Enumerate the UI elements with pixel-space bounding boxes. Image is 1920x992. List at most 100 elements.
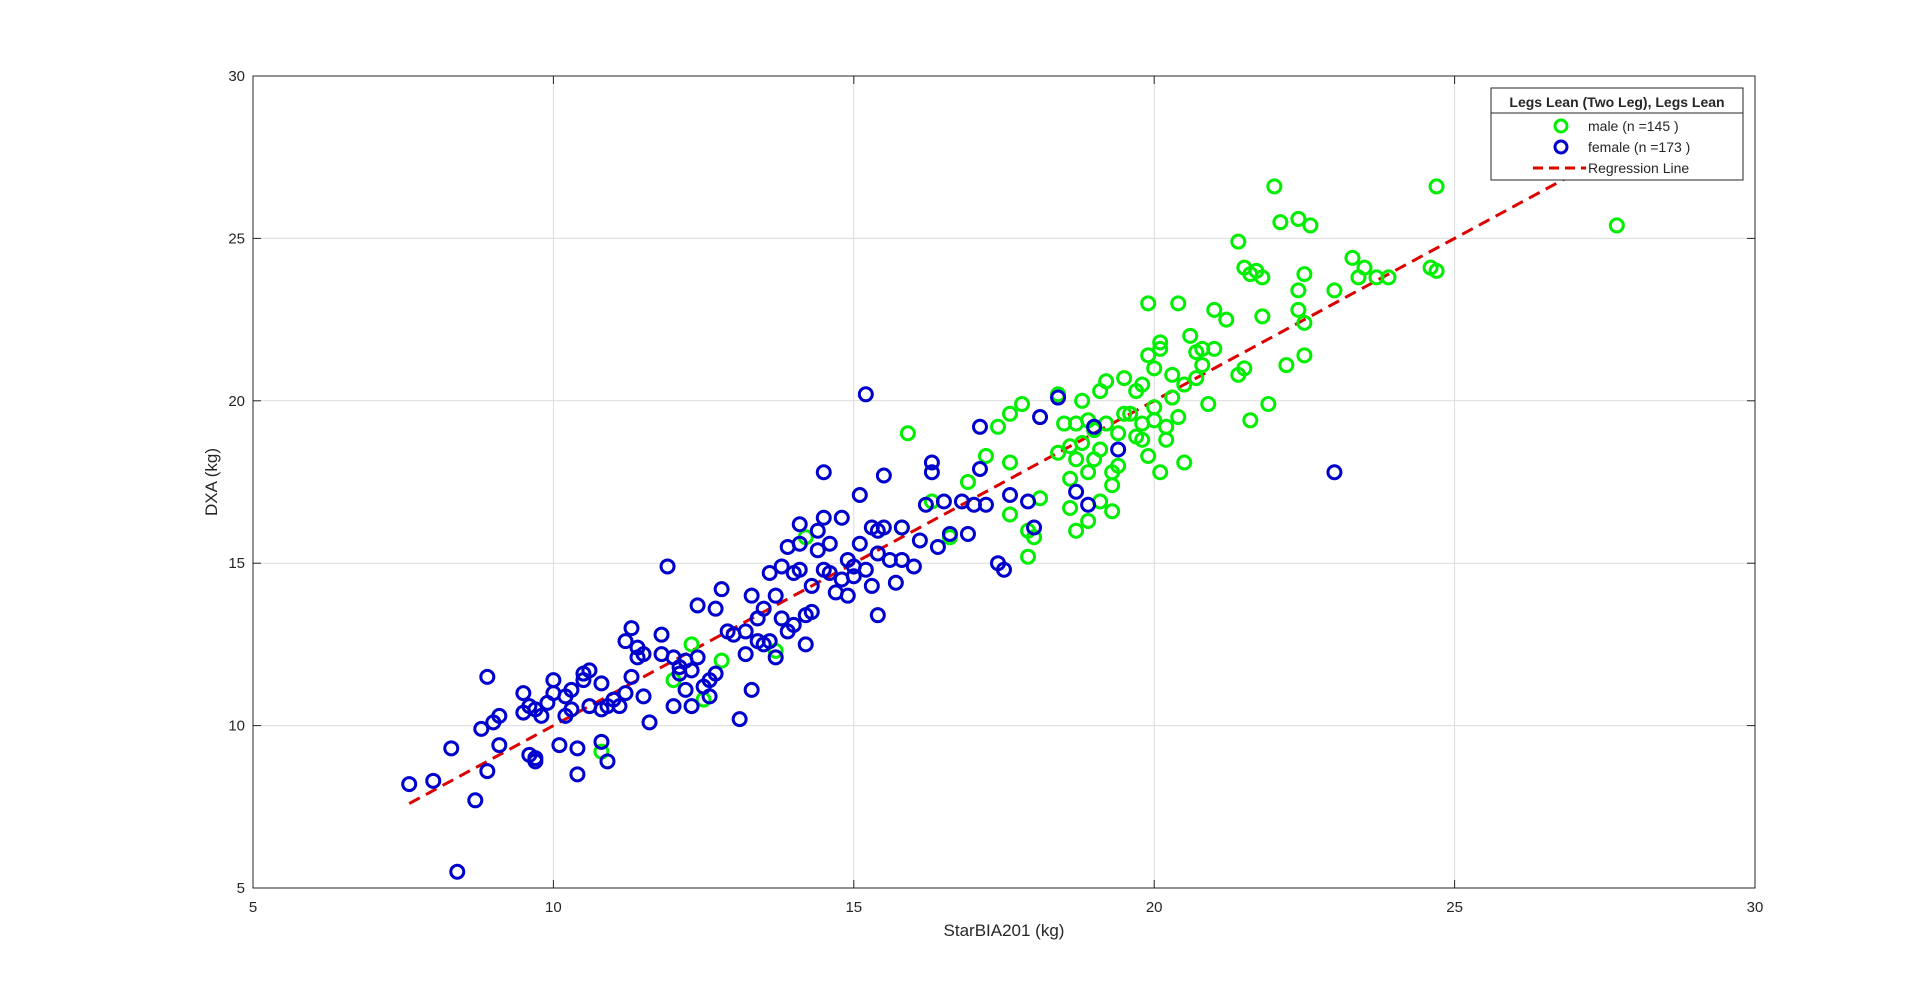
female-data-point (923, 454, 940, 471)
female-data-point (425, 772, 442, 789)
female-data-point (755, 600, 772, 617)
female-data-point (443, 740, 460, 757)
male-data-point (959, 474, 976, 490)
male-data-point (683, 636, 700, 653)
female-data-point (569, 766, 586, 783)
male-data-point (1074, 435, 1091, 452)
female-data-point (797, 636, 814, 653)
male-data-point (1188, 370, 1205, 387)
male-data-point (1278, 357, 1295, 374)
female-data-point (911, 532, 928, 549)
female-data-point (905, 558, 922, 575)
male-data-point (1158, 418, 1175, 435)
female-data-point (977, 496, 994, 513)
y-tick-label: 5 (237, 880, 245, 897)
female-data-point (935, 493, 952, 510)
y-tick-label: 30 (228, 68, 245, 85)
female-data-point (563, 701, 580, 718)
female-data-point (635, 688, 652, 705)
male-data-point (1020, 548, 1037, 565)
female-data-point (833, 509, 850, 526)
male-data-point (1218, 311, 1235, 328)
male-data-point (1092, 441, 1109, 458)
female-data-point (1050, 389, 1067, 406)
male-data-point (1152, 340, 1169, 357)
male-data-point (1170, 295, 1187, 312)
female-data-point (737, 623, 754, 640)
female-data-point (473, 720, 490, 737)
y-tick-label: 25 (228, 230, 245, 247)
female-data-point (689, 649, 706, 666)
regression-line-layer (408, 165, 1588, 805)
female-data-point (641, 714, 658, 731)
male-data-point (1110, 425, 1127, 442)
female-data-point (491, 707, 508, 724)
female-data-point (551, 737, 568, 754)
female-data-point (713, 581, 730, 598)
male-data-point (1266, 178, 1283, 195)
female-data-point (1002, 486, 1019, 503)
legend: Legs Lean (Two Leg), Legs Lean male (n =… (1490, 87, 1744, 181)
male-data-point (1176, 454, 1193, 471)
female-data-point (689, 597, 706, 614)
female-data-point (731, 711, 748, 728)
female-data-point (887, 574, 904, 591)
female-data-point (617, 633, 634, 650)
plot-area-frame (252, 75, 1756, 889)
female-data-point (611, 698, 628, 715)
female-data-point (875, 519, 892, 536)
male-data-point (1116, 405, 1133, 422)
male-data-point (1026, 529, 1043, 546)
male-data-point (1254, 308, 1271, 325)
female-data-point (1068, 483, 1085, 500)
female-data-point (923, 464, 940, 481)
female-data-point (635, 646, 652, 663)
female-data-point (821, 535, 838, 552)
male-data-point (1236, 360, 1253, 377)
male-data-point (1104, 477, 1121, 494)
male-data-point (1158, 431, 1175, 448)
female-data-point (785, 616, 802, 633)
male-data-point (1272, 214, 1289, 231)
male-data-point (1200, 396, 1217, 413)
female-data-point (1086, 418, 1103, 435)
male-data-point (1302, 217, 1319, 234)
female-data-point (653, 626, 670, 643)
x-tick-label: 10 (545, 899, 562, 916)
male-data-point (1176, 376, 1193, 393)
female-data-point (845, 568, 862, 585)
legend-female-marker (1553, 139, 1569, 155)
male-data-point (1164, 389, 1181, 406)
legend-female-label: female (n =173 ) (1588, 139, 1690, 155)
male-data-point (1104, 503, 1121, 520)
female-data-point (677, 681, 694, 698)
female-data-point (683, 662, 700, 679)
male-data-point (1110, 457, 1127, 474)
male-data-point (1428, 262, 1445, 279)
female-data-point (737, 646, 754, 663)
male-data-point (899, 425, 916, 442)
male-data-point (977, 448, 994, 465)
male-data-point (1152, 334, 1169, 351)
female-data-point (917, 496, 934, 513)
male-data-point (1068, 522, 1085, 539)
male-data-point (1002, 506, 1019, 523)
female-data-point (815, 464, 832, 481)
female-data-point (791, 516, 808, 533)
female-data-point (803, 603, 820, 620)
female-data-point (623, 620, 640, 637)
female-data-point (809, 542, 826, 559)
male-data-point (1146, 360, 1163, 377)
male-data-point (1290, 301, 1307, 318)
female-data-point (617, 685, 634, 702)
female-data-point (1026, 519, 1043, 536)
male-data-point (1356, 259, 1373, 276)
male-data-point (1134, 376, 1151, 393)
female-data-point (863, 577, 880, 594)
male-data-point (1080, 464, 1097, 481)
male-data-point (1206, 340, 1223, 357)
female-data-point (581, 662, 598, 679)
male-data-point (1206, 301, 1223, 318)
male-data-point (1014, 396, 1031, 413)
